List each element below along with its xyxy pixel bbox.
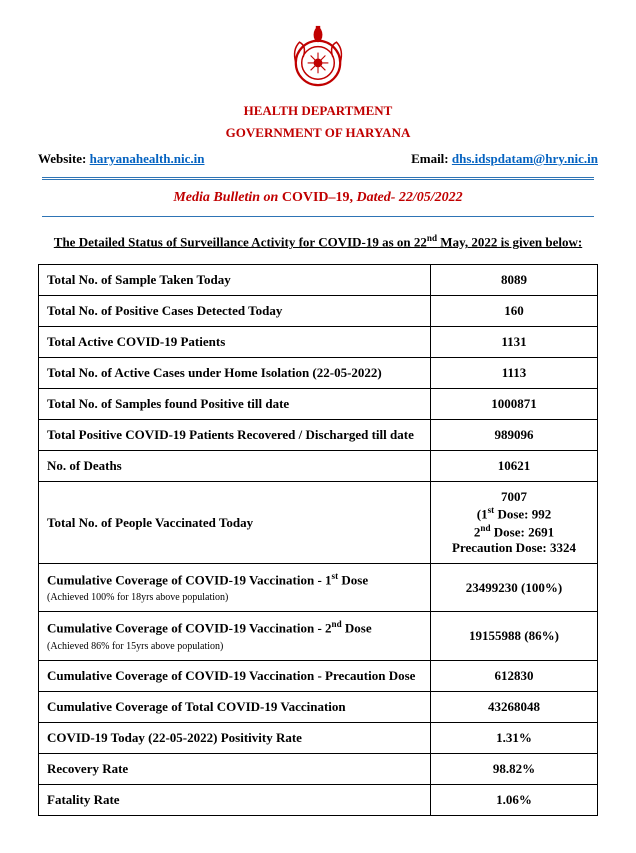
cell-label: Cumulative Coverage of COVID-19 Vaccinat… [39, 612, 431, 660]
cell-value: 23499230 (100%) [431, 563, 598, 611]
cell-label: Cumulative Coverage of COVID-19 Vaccinat… [39, 563, 431, 611]
table-row: Total No. of Samples found Positive till… [39, 389, 598, 420]
cell-label: Recovery Rate [39, 753, 431, 784]
cell-value: 989096 [431, 420, 598, 451]
email-label: Email: [411, 151, 452, 166]
table-row: Total No. of Active Cases under Home Iso… [39, 358, 598, 389]
cell-label: Total No. of Samples found Positive till… [39, 389, 431, 420]
cell-label: Total No. of Positive Cases Detected Tod… [39, 296, 431, 327]
cell-value: 43268048 [431, 691, 598, 722]
cell-label: Cumulative Coverage of Total COVID-19 Va… [39, 691, 431, 722]
website-link[interactable]: haryanahealth.nic.in [90, 151, 205, 166]
table-row: Total No. of Sample Taken Today 8089 [39, 265, 598, 296]
bulletin-dated: Dated- 22/05/2022 [357, 190, 463, 205]
website-block: Website: haryanahealth.nic.in [38, 151, 205, 167]
dept-title: HEALTH DEPARTMENT [38, 103, 598, 119]
website-label: Website: [38, 151, 90, 166]
table-row: Recovery Rate 98.82% [39, 753, 598, 784]
table-row: Cumulative Coverage of COVID-19 Vaccinat… [39, 612, 598, 660]
cell-value: 1000871 [431, 389, 598, 420]
cell-value: 1131 [431, 327, 598, 358]
table-row: COVID-19 Today (22-05-2022) Positivity R… [39, 722, 598, 753]
gov-title: GOVERNMENT OF HARYANA [38, 125, 598, 141]
cell-value: 160 [431, 296, 598, 327]
email-link[interactable]: dhs.idspdatam@hry.nic.in [452, 151, 598, 166]
bulletin-prefix: Media Bulletin on [173, 190, 282, 205]
table-row: Total Positive COVID-19 Patients Recover… [39, 420, 598, 451]
cell-label: Total No. of Sample Taken Today [39, 265, 431, 296]
bulletin-covid: COVID–19, [282, 190, 357, 205]
table-row: Total No. of Positive Cases Detected Tod… [39, 296, 598, 327]
cell-label: No. of Deaths [39, 451, 431, 482]
cell-value: 19155988 (86%) [431, 612, 598, 660]
table-row: Total Active COVID-19 Patients 1131 [39, 327, 598, 358]
table-row: Cumulative Coverage of COVID-19 Vaccinat… [39, 563, 598, 611]
cell-label: Fatality Rate [39, 784, 431, 815]
divider-double [42, 177, 594, 180]
cell-label: COVID-19 Today (22-05-2022) Positivity R… [39, 722, 431, 753]
stats-table: Total No. of Sample Taken Today 8089 Tot… [38, 264, 598, 815]
cell-value: 1.31% [431, 722, 598, 753]
cell-label: Cumulative Coverage of COVID-19 Vaccinat… [39, 660, 431, 691]
cell-value: 1113 [431, 358, 598, 389]
email-block: Email: dhs.idspdatam@hry.nic.in [411, 151, 598, 167]
cell-value: 8089 [431, 265, 598, 296]
contact-row: Website: haryanahealth.nic.in Email: dhs… [38, 151, 598, 167]
emblem-icon [38, 20, 598, 99]
cell-value: 1.06% [431, 784, 598, 815]
cell-value: 7007 (1st Dose: 992 2nd Dose: 2691 Preca… [431, 482, 598, 564]
table-row: Fatality Rate 1.06% [39, 784, 598, 815]
cell-label: Total Active COVID-19 Patients [39, 327, 431, 358]
table-row: Cumulative Coverage of COVID-19 Vaccinat… [39, 660, 598, 691]
table-row: Cumulative Coverage of Total COVID-19 Va… [39, 691, 598, 722]
cell-value: 98.82% [431, 753, 598, 784]
cell-label: Total No. of Active Cases under Home Iso… [39, 358, 431, 389]
cell-value: 10621 [431, 451, 598, 482]
cell-label: Total Positive COVID-19 Patients Recover… [39, 420, 431, 451]
table-row: Total No. of People Vaccinated Today 700… [39, 482, 598, 564]
table-row: No. of Deaths 10621 [39, 451, 598, 482]
bulletin-title: Media Bulletin on COVID–19, Dated- 22/05… [38, 190, 598, 206]
cell-value: 612830 [431, 660, 598, 691]
detail-title: The Detailed Status of Surveillance Acti… [38, 233, 598, 250]
divider-single [42, 216, 594, 217]
page: HEALTH DEPARTMENT GOVERNMENT OF HARYANA … [0, 0, 636, 836]
cell-label: Total No. of People Vaccinated Today [39, 482, 431, 564]
